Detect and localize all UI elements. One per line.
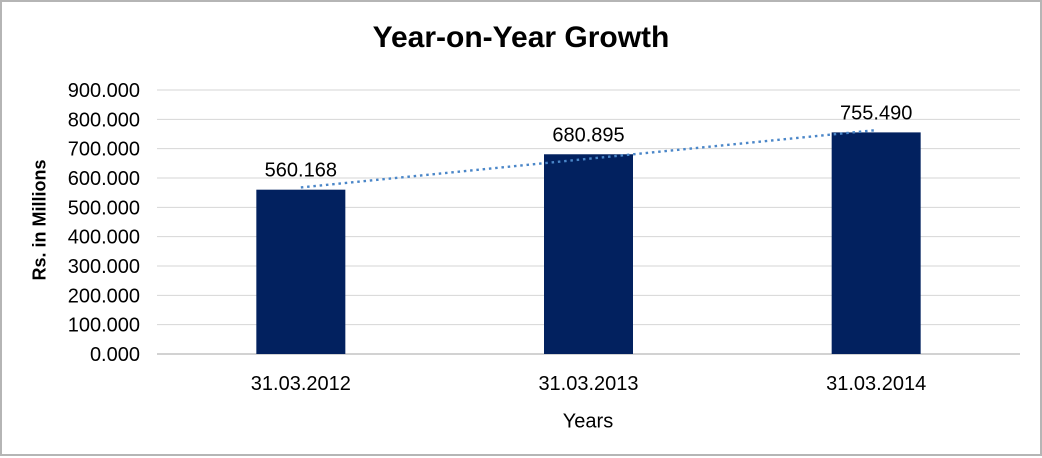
y-tick-label: 500.000 [68, 197, 140, 219]
bar [256, 189, 346, 354]
x-tick-label: 31.03.2014 [826, 373, 926, 395]
y-tick-label: 700.000 [68, 139, 140, 161]
y-tick-label: 400.000 [68, 227, 140, 249]
bar-value-label: 560.168 [265, 160, 337, 182]
chart-title: Year-on-Year Growth [372, 21, 670, 54]
x-tick-label: 31.03.2012 [251, 373, 351, 395]
y-tick-label: 900.000 [68, 80, 140, 102]
y-tick-label: 300.000 [68, 256, 140, 278]
y-tick-label: 200.000 [68, 285, 140, 307]
y-tick-label: 0.000 [90, 344, 140, 366]
trendline [300, 128, 877, 189]
y-tick-label: 100.000 [68, 315, 140, 337]
x-tick-label: 31.03.2013 [538, 373, 638, 395]
y-tick-label: 600.000 [68, 168, 140, 190]
x-axis-title: Years [562, 410, 614, 433]
y-tick-label: 800.000 [68, 109, 140, 131]
bar [544, 154, 633, 354]
bar-value-label: 680.895 [552, 124, 624, 146]
bar-value-label: 755.490 [840, 102, 912, 124]
bar [831, 132, 921, 354]
